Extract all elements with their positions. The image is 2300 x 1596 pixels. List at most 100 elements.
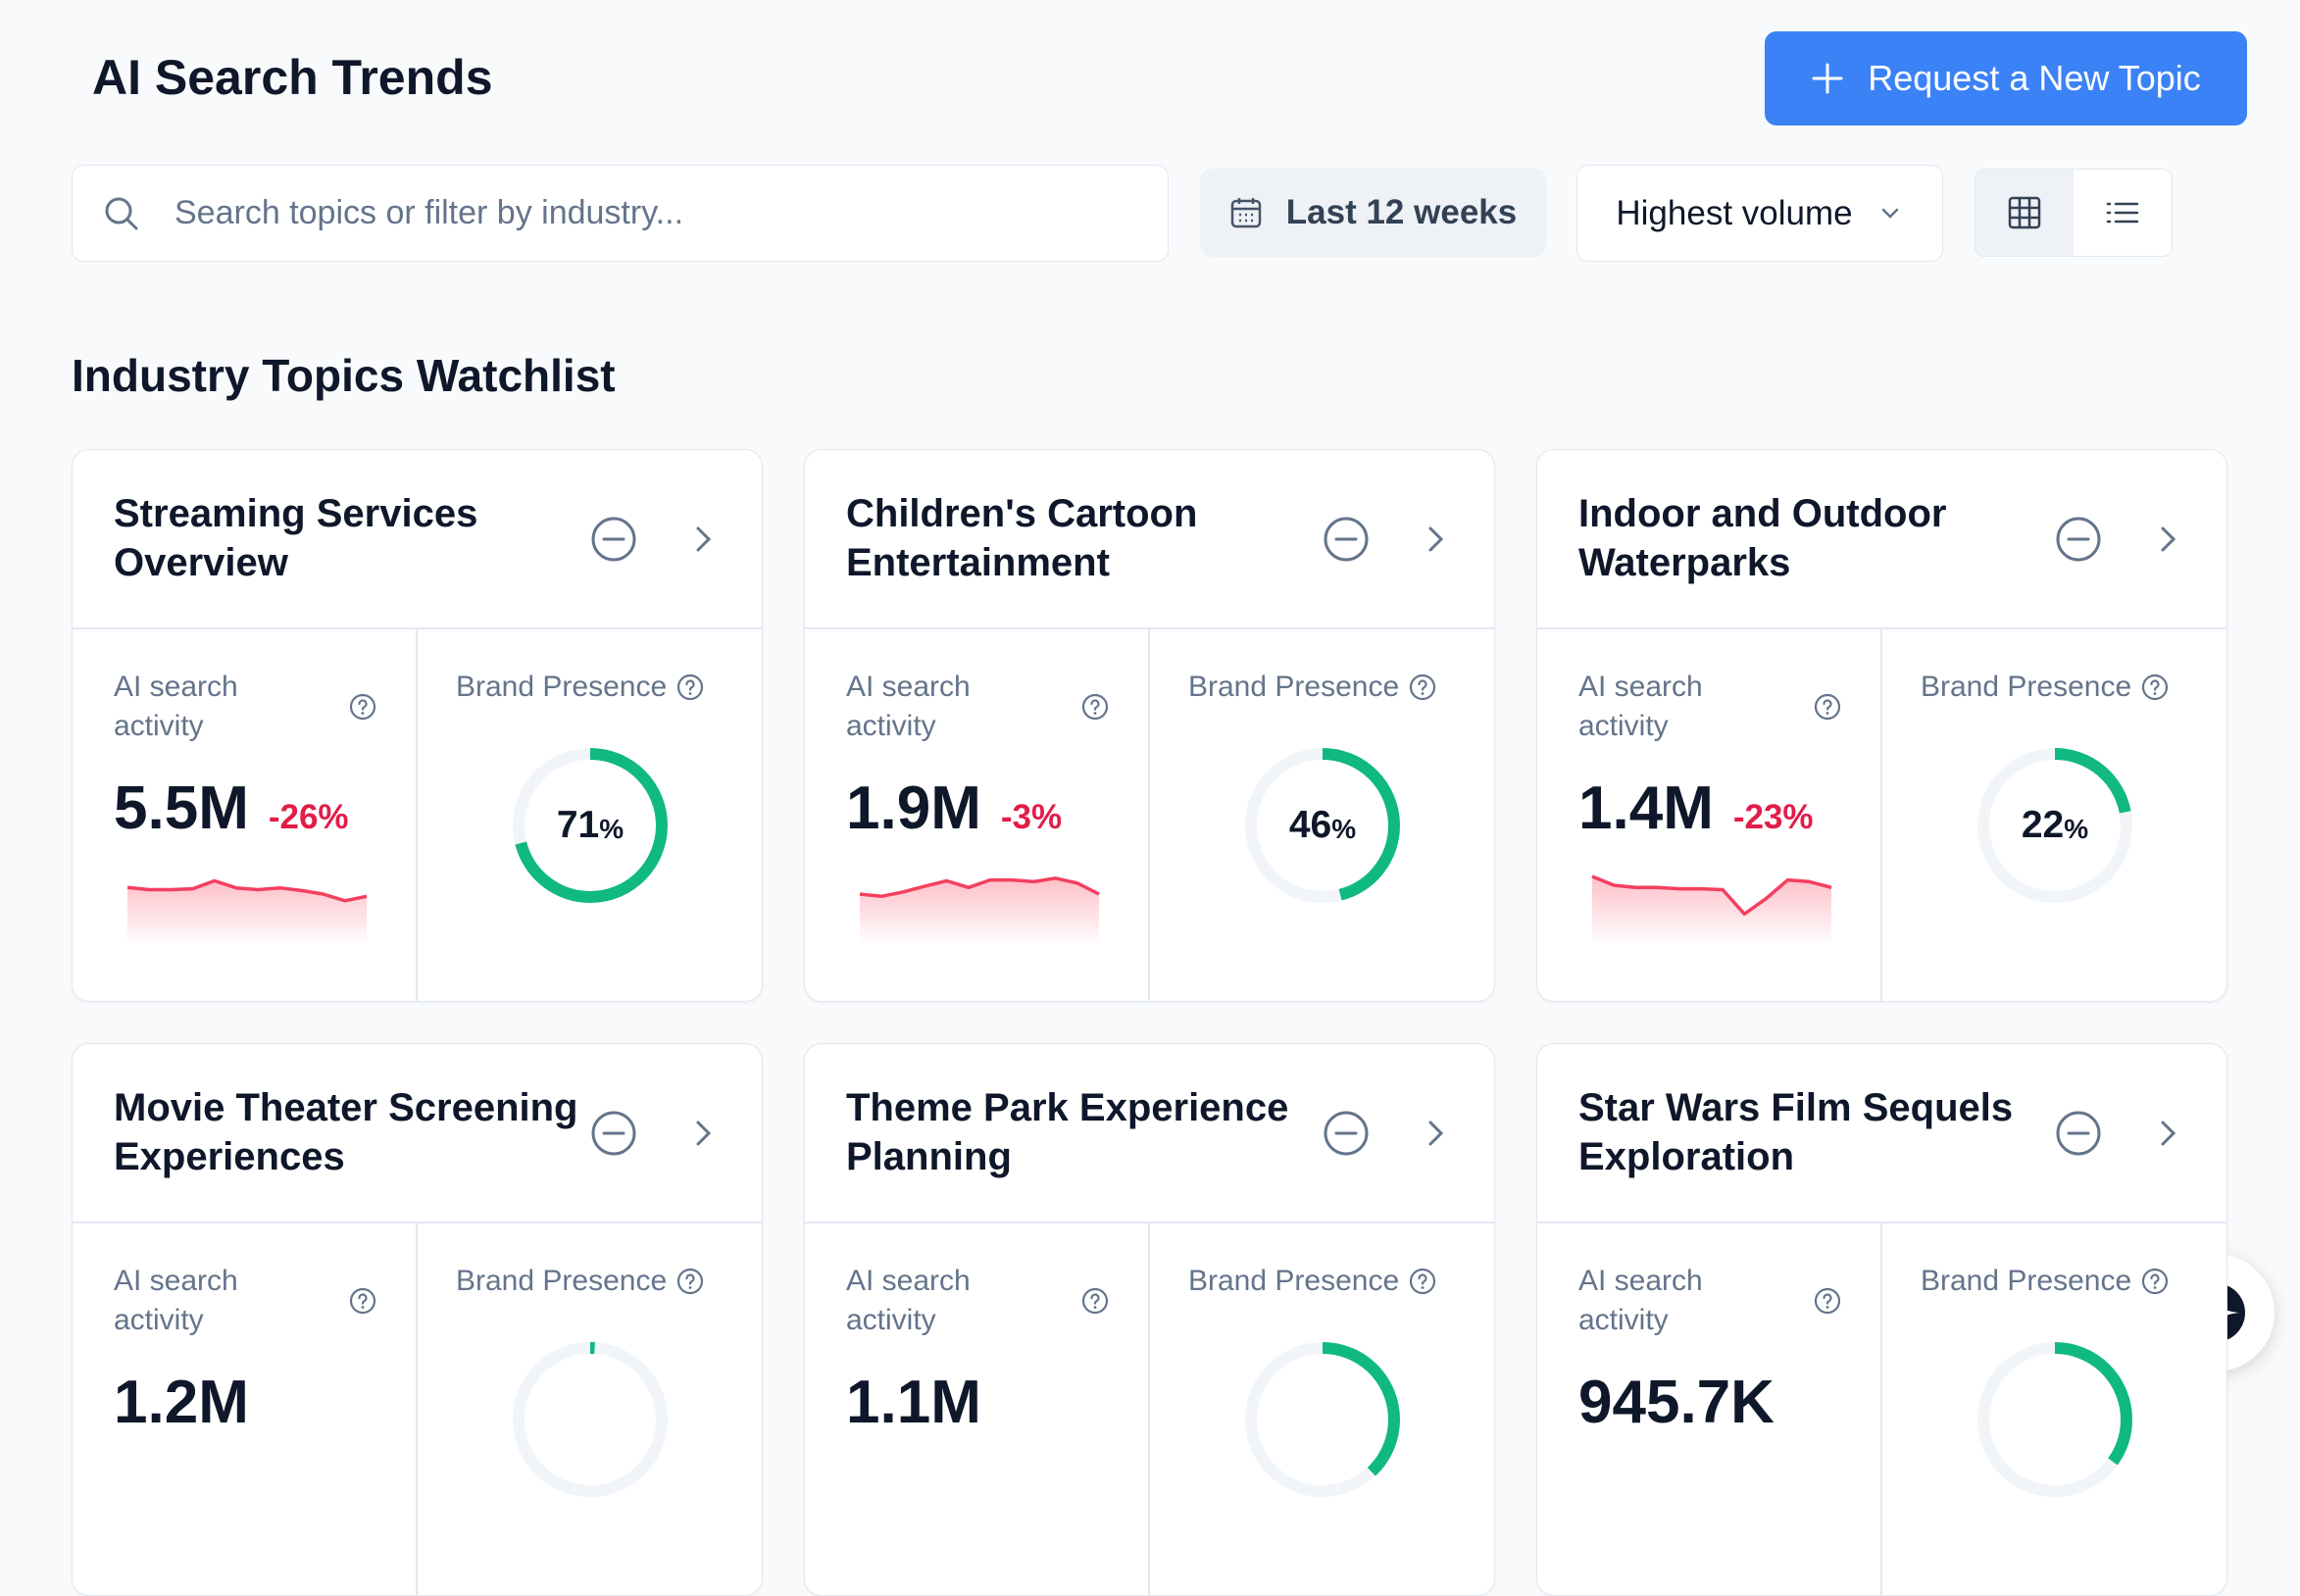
open-button[interactable] [1418,522,1453,557]
chevron-right [696,1121,712,1146]
chevron-right [2161,1121,2176,1146]
help-dot [688,1286,692,1289]
help-circle [1081,1287,1109,1315]
search-placeholder: Search topics or filter by industry... [175,194,684,231]
remove-button[interactable] [2055,516,2102,563]
presence-header: Brand Presence [456,668,704,707]
card-title: Children's Cartoon Entertainment [846,492,1198,584]
search-volume: 1.1M [846,1369,981,1436]
help-icon [677,673,704,701]
presence-value: 71% [507,742,674,909]
volume-change: -26% [268,798,349,836]
search-volume: 1.9M [846,774,981,842]
calendar-icon [1230,198,1262,228]
chevron-right [696,526,712,552]
remove-button[interactable] [590,1110,637,1157]
remove-button[interactable] [590,516,637,563]
help-icon [2142,673,2169,701]
help-glyph [1090,699,1100,711]
volume-row: 1.2M [114,1368,249,1437]
help-icon [677,1268,704,1295]
help-dot [1825,1306,1829,1309]
list-icon [2106,202,2139,224]
donut-arc [513,748,668,903]
chevron-down-icon [1881,208,1898,219]
topic-card: Star Wars Film Sequels Exploration AI sea… [1536,1043,2227,1596]
help-circle [1410,1268,1436,1295]
volume-row: 945.7K [1578,1368,1775,1437]
open-button[interactable] [1418,1116,1453,1151]
open-button[interactable] [685,522,721,557]
help-icon [2142,1268,2169,1295]
card-divider [1537,627,2226,629]
donut-arc [513,1342,668,1497]
help-glyph [2150,679,2160,691]
volume-row: 1.9M -3% [846,773,1062,843]
card-divider [416,628,418,1001]
sparkline-line [859,876,1100,899]
topic-card: Streaming Services Overview AI search act… [72,449,763,1002]
card-divider [1880,628,1882,1001]
card-divider [73,1222,762,1223]
button-label: Request a New Topic [1868,58,2201,98]
donut-arc [1977,748,2132,903]
presence-unit: % [2064,814,2089,844]
remove-button[interactable] [1323,516,1370,563]
help-dot [2153,1286,2157,1289]
help-icon [1410,1268,1436,1295]
presence-header: Brand Presence [1921,668,2169,707]
open-button[interactable] [2150,522,2185,557]
card-title: Star Wars Film Sequels Exploration [1578,1086,2014,1178]
section-title: Industry Topics Watchlist [72,350,616,401]
remove-button[interactable] [2055,1110,2102,1157]
sort-dropdown[interactable]: Highest volume [1576,165,1943,262]
open-button[interactable] [2150,1116,2185,1151]
card-divider [416,1222,418,1595]
date-range[interactable]: Last 12 weeks [1200,169,1546,257]
help-icon [1081,1287,1109,1315]
donut-arc [1245,748,1400,903]
help-dot [1421,1286,1425,1289]
remove-button[interactable] [1323,1110,1370,1157]
list-view-button[interactable] [2074,170,2172,256]
grid-icon [2008,196,2041,229]
sparkline [859,876,1100,945]
presence-header: Brand Presence [1188,1262,1436,1301]
presence-label: Brand Presence [456,671,668,703]
sparkline [1591,874,1832,945]
page-title: AI Search Trends [92,50,493,105]
remove-circle [1324,517,1369,562]
topic-card: Children's Cartoon Entertainment AI searc… [804,449,1495,1002]
presence-header: Brand Presence [1921,1262,2169,1301]
help-circle [1814,693,1841,721]
presence-donut [513,1342,668,1497]
activity-label: AI search activity [114,671,238,742]
card-divider [1148,628,1150,1001]
open-button[interactable] [685,1116,721,1151]
sparkline-line [1591,874,1832,917]
card-title: Indoor and Outdoor Waterparks [1578,492,1947,584]
sparkline-area [1592,876,1831,945]
volume-row: 1.4M -23% [1578,773,1814,843]
search-box[interactable]: Search topics or filter by industry... [72,165,1169,262]
presence-label: Brand Presence [456,1265,668,1297]
request-topic-button[interactable]: Request a New Topic [1765,31,2247,125]
help-dot [1421,692,1425,695]
volume-row: 5.5M -26% [114,773,349,843]
volume-change: -23% [1732,798,1814,836]
grid-view-button[interactable] [1975,170,2074,256]
help-circle [1814,1287,1841,1315]
help-glyph [358,699,368,711]
help-circle [2142,1268,2169,1295]
presence-donut [1245,1342,1400,1497]
help-glyph [685,1273,695,1285]
help-icon [349,1287,376,1315]
card-divider [1148,1222,1150,1595]
help-dot [361,1306,365,1309]
activity-label: AI search activity [846,1265,971,1336]
activity-label: AI search activity [114,1265,238,1336]
help-circle [1081,693,1109,721]
card-divider [73,627,762,629]
donut-track [513,1342,668,1497]
card-divider [805,627,1494,629]
